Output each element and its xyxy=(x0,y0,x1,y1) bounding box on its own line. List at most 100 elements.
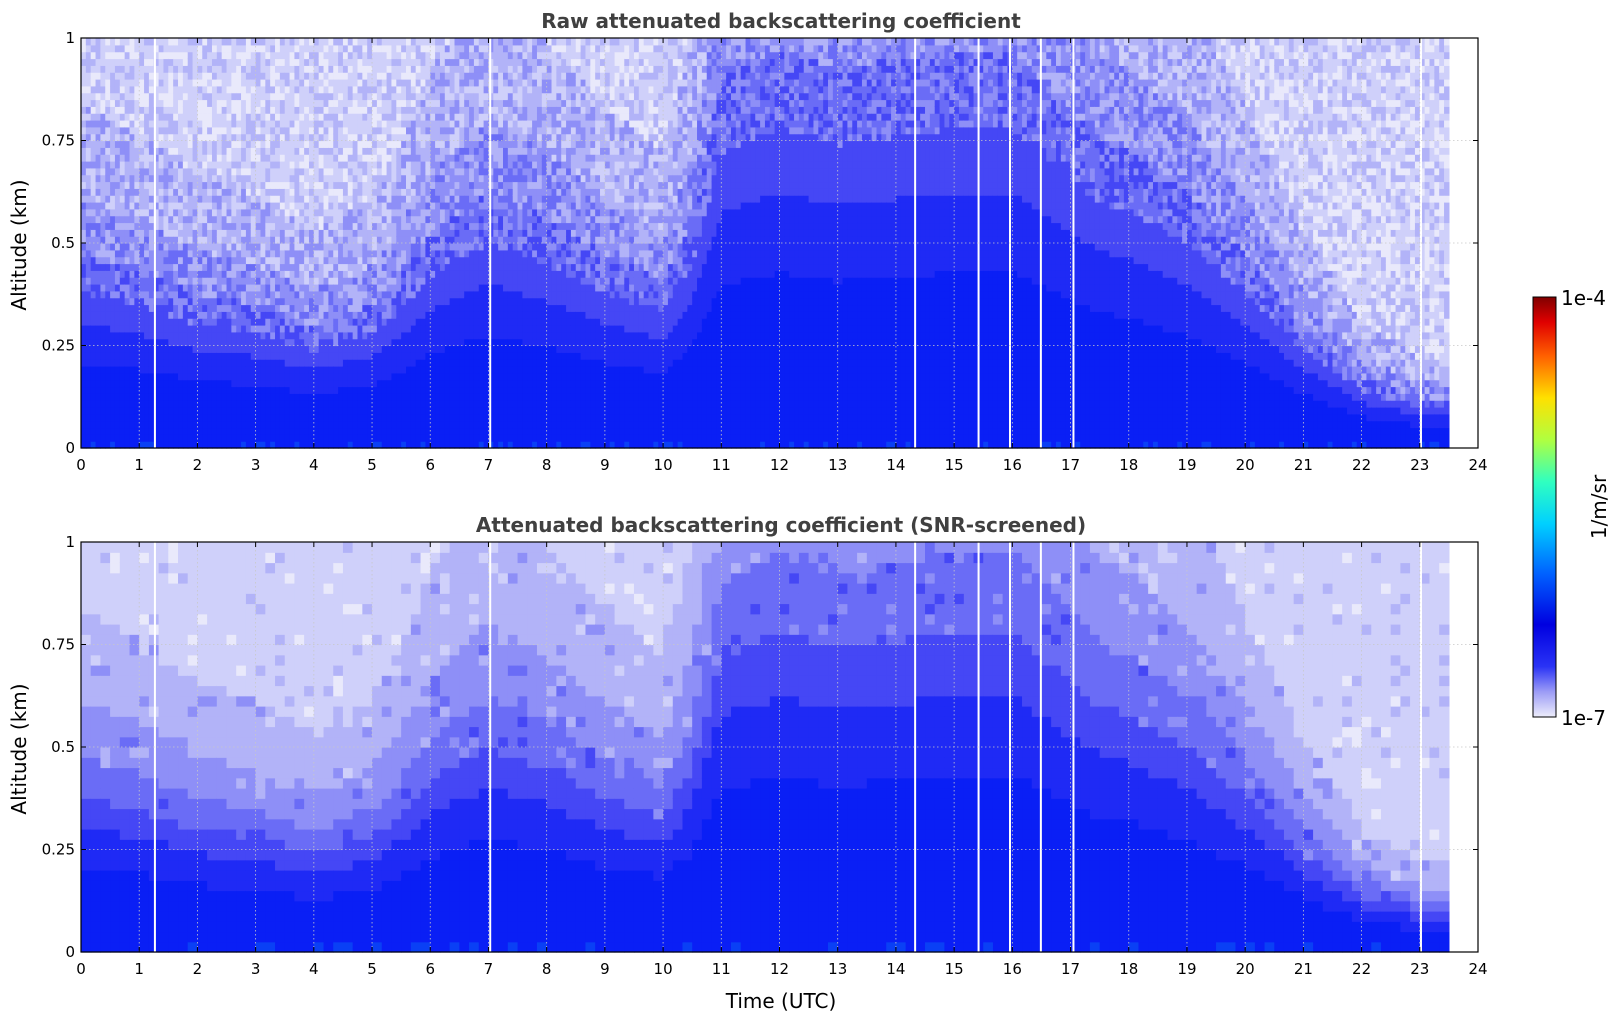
heatmap-cell xyxy=(323,92,329,101)
heatmap-cell xyxy=(308,188,315,196)
heatmap-cell xyxy=(308,38,315,46)
heatmap-cell xyxy=(323,263,329,271)
heatmap-cell xyxy=(454,434,460,442)
heatmap-cell xyxy=(105,386,111,394)
heatmap-cell xyxy=(469,99,475,107)
heatmap-cell xyxy=(328,38,334,46)
heatmap-cell xyxy=(168,167,174,176)
heatmap-cell xyxy=(158,120,165,128)
heatmap-cell xyxy=(250,126,257,135)
heatmap-cell xyxy=(347,379,354,388)
heatmap-cell xyxy=(236,44,242,53)
heatmap-cell xyxy=(216,331,223,340)
heatmap-cell xyxy=(439,366,446,374)
heatmap-cell xyxy=(415,318,422,326)
heatmap-cell xyxy=(119,304,126,312)
heatmap-cell xyxy=(396,120,402,128)
heatmap-cell xyxy=(284,58,291,66)
heatmap-cell xyxy=(90,72,97,80)
heatmap-cell xyxy=(245,277,252,285)
heatmap-cell xyxy=(318,44,325,53)
heatmap-cell xyxy=(144,379,150,388)
heatmap-cell xyxy=(376,263,383,271)
heatmap-cell xyxy=(352,338,359,347)
heatmap-cell xyxy=(342,325,349,333)
heatmap-cell xyxy=(391,229,397,237)
heatmap-cell xyxy=(95,106,101,114)
heatmap-cell xyxy=(279,120,286,128)
heatmap-cell xyxy=(168,92,174,101)
heatmap-cell xyxy=(308,434,315,442)
heatmap-cell xyxy=(148,85,155,94)
heatmap-cell xyxy=(255,270,262,278)
heatmap-cell xyxy=(483,379,490,388)
heatmap-cell xyxy=(158,338,165,347)
heatmap-cell xyxy=(158,325,165,333)
heatmap-cell xyxy=(178,195,184,203)
heatmap-cell xyxy=(401,99,407,107)
heatmap-cell xyxy=(139,85,145,94)
heatmap-cell xyxy=(469,161,475,169)
heatmap-cell xyxy=(129,202,135,210)
heatmap-cell xyxy=(444,44,451,53)
heatmap-cell xyxy=(396,92,402,101)
heatmap-cell xyxy=(207,407,213,415)
heatmap-cell xyxy=(473,92,480,101)
heatmap-cell xyxy=(323,51,329,60)
heatmap-cell xyxy=(221,270,228,278)
heatmap-cell xyxy=(357,126,363,135)
heatmap-cell xyxy=(459,277,465,285)
heatmap-cell xyxy=(313,106,320,114)
heatmap-cell xyxy=(323,413,329,422)
heatmap-cell xyxy=(139,297,145,306)
heatmap-cell xyxy=(245,420,252,429)
heatmap-cell xyxy=(158,434,165,442)
heatmap-cell xyxy=(449,379,456,388)
heatmap-cell xyxy=(304,400,310,408)
heatmap-cell xyxy=(478,92,485,101)
heatmap-cell xyxy=(333,311,339,319)
heatmap-cell xyxy=(415,331,422,340)
heatmap-cell xyxy=(202,236,208,244)
heatmap-cell xyxy=(473,359,480,367)
heatmap-cell xyxy=(308,120,315,128)
heatmap-cell xyxy=(396,359,402,367)
heatmap-cell xyxy=(372,92,378,101)
heatmap-cell xyxy=(100,379,106,388)
heatmap-cell xyxy=(81,202,87,210)
heatmap-cell xyxy=(275,256,281,265)
heatmap-cell xyxy=(197,413,203,422)
heatmap-cell xyxy=(148,174,155,183)
heatmap-cell xyxy=(410,65,417,73)
heatmap-cell xyxy=(444,215,451,224)
heatmap-cell xyxy=(95,277,101,285)
heatmap-cell xyxy=(260,208,266,217)
heatmap-cell xyxy=(357,154,363,162)
heatmap-cell xyxy=(279,38,286,46)
heatmap-cell xyxy=(308,359,315,367)
heatmap-cell xyxy=(347,243,354,251)
heatmap-cell xyxy=(357,393,363,401)
heatmap-cell xyxy=(381,318,388,326)
heatmap-cell xyxy=(464,270,470,278)
heatmap-cell xyxy=(250,195,257,203)
heatmap-cell xyxy=(347,236,354,244)
heatmap-cell xyxy=(129,284,135,292)
heatmap-cell xyxy=(178,58,184,66)
heatmap-cell xyxy=(415,263,422,271)
heatmap-cell xyxy=(114,236,121,244)
heatmap-cell xyxy=(119,311,126,319)
heatmap-cell xyxy=(168,386,174,394)
heatmap-cell xyxy=(216,372,223,381)
heatmap-cell xyxy=(367,99,373,107)
heatmap-cell xyxy=(105,318,111,326)
heatmap-cell xyxy=(100,215,106,224)
heatmap-cell xyxy=(391,222,397,230)
heatmap-cell xyxy=(304,297,310,306)
heatmap-cell xyxy=(362,427,368,435)
heatmap-cell xyxy=(449,44,456,53)
heatmap-cell xyxy=(386,243,393,251)
heatmap-cell xyxy=(81,167,87,176)
heatmap-cell xyxy=(231,188,237,196)
heatmap-cell xyxy=(119,65,126,73)
